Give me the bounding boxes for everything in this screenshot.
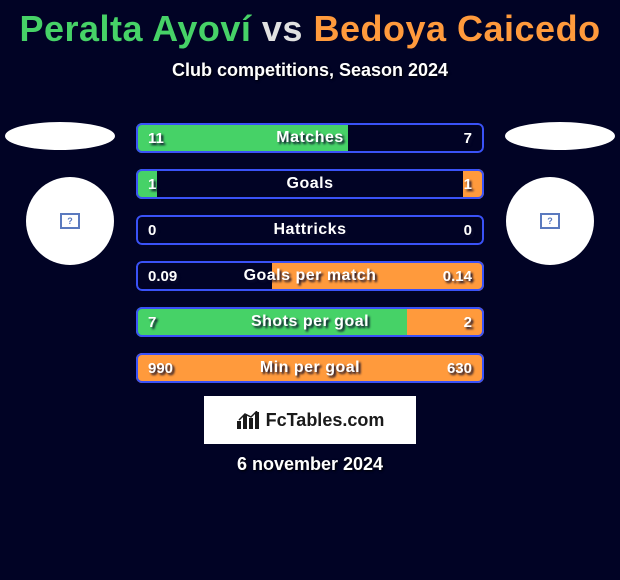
stat-row-label: Shots per goal	[136, 307, 484, 337]
stat-row-value-right: 0.14	[443, 261, 472, 291]
stat-row-label: Hattricks	[136, 215, 484, 245]
brand-box: FcTables.com	[204, 396, 416, 444]
stat-row-value-right: 7	[464, 123, 472, 153]
stat-row-value-right: 1	[464, 169, 472, 199]
stats-rows-container: 11Matches7 1Goals1 0Hattricks0 0.09Goals pe…	[136, 123, 484, 399]
stat-row: 0.09Goals per match0.14	[136, 261, 484, 291]
page-title: Peralta Ayoví vs Bedoya Caicedo	[0, 0, 620, 50]
stat-row-label: Min per goal	[136, 353, 484, 383]
subtitle: Club competitions, Season 2024	[0, 60, 620, 81]
player1-club-badge: ?	[60, 213, 80, 229]
date-label: 6 november 2024	[0, 454, 620, 475]
badge-left-glyph: ?	[67, 216, 73, 226]
player2-club-badge: ?	[540, 213, 560, 229]
brand-text: FcTables.com	[266, 410, 385, 431]
stat-row: 1Goals1	[136, 169, 484, 199]
stat-row-value-right: 2	[464, 307, 472, 337]
stat-row: 0Hattricks0	[136, 215, 484, 245]
brand-chart-icon	[236, 411, 260, 429]
stat-row: 11Matches7	[136, 123, 484, 153]
badge-right-glyph: ?	[547, 216, 553, 226]
stat-row-value-right: 630	[447, 353, 472, 383]
title-player1: Peralta Ayoví	[19, 8, 251, 49]
player2-base-ellipse	[505, 122, 615, 150]
title-player2: Bedoya Caicedo	[313, 8, 600, 49]
stat-row-label: Goals per match	[136, 261, 484, 291]
player1-club-circle: ?	[26, 177, 114, 265]
stat-row-label: Matches	[136, 123, 484, 153]
stat-row: 990Min per goal630	[136, 353, 484, 383]
player1-base-ellipse	[5, 122, 115, 150]
stat-row: 7Shots per goal2	[136, 307, 484, 337]
stat-row-value-right: 0	[464, 215, 472, 245]
stat-row-label: Goals	[136, 169, 484, 199]
title-vs: vs	[262, 8, 303, 49]
player2-club-circle: ?	[506, 177, 594, 265]
